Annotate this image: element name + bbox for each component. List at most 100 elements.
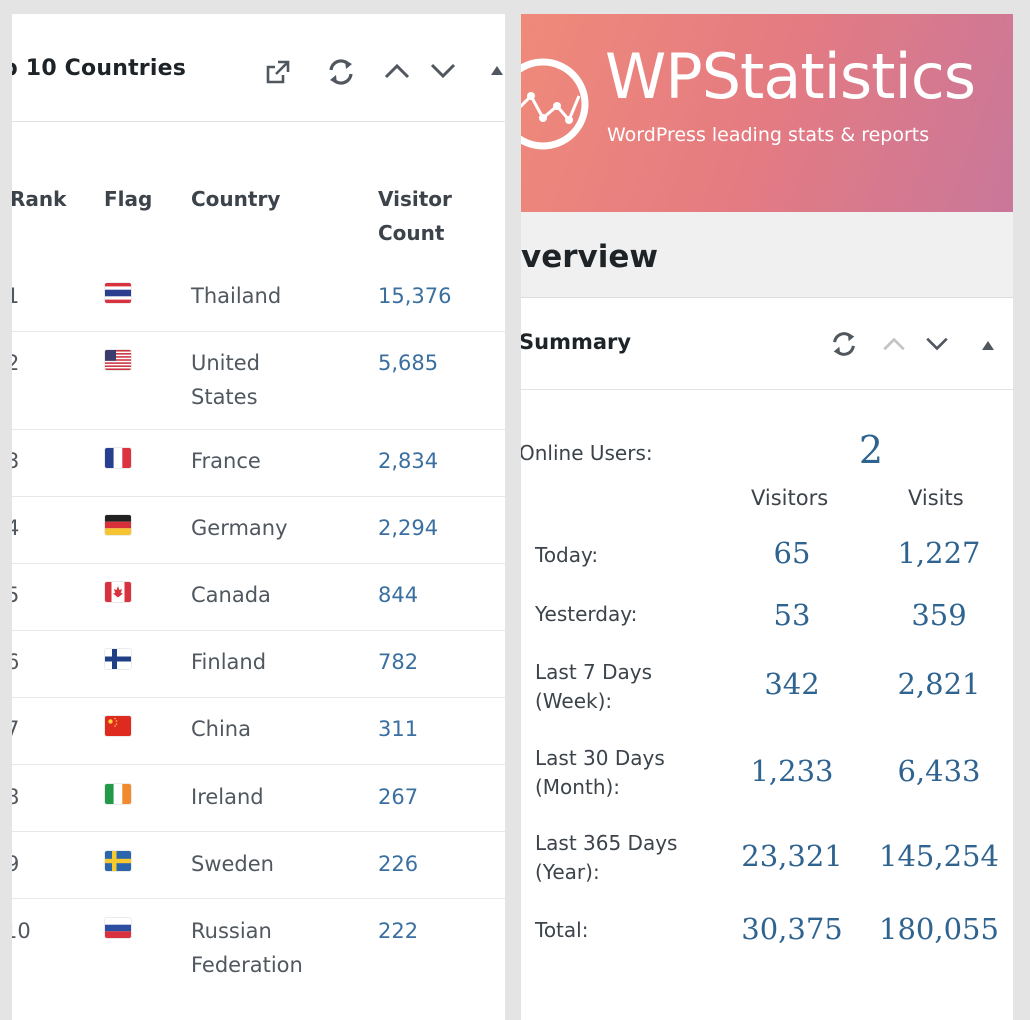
country-cell: Thailand [191, 284, 282, 308]
collapse-toggle-icon[interactable] [981, 339, 995, 351]
visits-value[interactable]: 1,227 [897, 536, 981, 570]
rank-cell: 1 [12, 284, 20, 308]
summary-widget: Summary Online Users: 2 Visitors Visits … [521, 297, 1013, 1020]
visits-value[interactable]: 6,433 [897, 754, 981, 788]
canada-flag-icon [105, 582, 131, 602]
table-row: 3 France 2,834 [12, 430, 505, 497]
visitor-count-link[interactable]: 311 [378, 717, 419, 741]
country-cell-line2: States [191, 385, 258, 409]
rank-cell: 2 [12, 351, 20, 375]
visitor-count-link[interactable]: 782 [378, 650, 419, 674]
visitor-count-link[interactable]: 15,376 [378, 284, 452, 308]
widget-title: p 10 Countries [12, 56, 186, 81]
chevron-up-icon[interactable] [882, 336, 906, 352]
visitors-column-header: Visitors [751, 486, 829, 510]
visitor-count-link[interactable]: 267 [378, 785, 419, 809]
chevron-up-icon[interactable] [384, 62, 410, 80]
summary-row-label-line2: (Month): [535, 775, 621, 799]
china-flag-icon [105, 716, 131, 736]
visitors-value[interactable]: 30,375 [741, 912, 843, 946]
summary-row-label-line2: (Week): [535, 689, 613, 713]
sweden-flag-icon [105, 851, 131, 871]
thailand-flag-icon [105, 283, 131, 303]
visitor-count-link[interactable]: 844 [378, 583, 419, 607]
country-cell: Sweden [191, 852, 274, 876]
visitors-value[interactable]: 53 [773, 598, 811, 632]
external-link-icon[interactable] [264, 58, 292, 86]
visitor-count-link[interactable]: 226 [378, 852, 419, 876]
country-cell-line2: Federation [191, 953, 303, 977]
rank-cell: 3 [12, 449, 20, 473]
summary-row-label: Last 7 Days [535, 660, 653, 684]
ireland-flag-icon [105, 784, 131, 804]
visits-value[interactable]: 180,055 [879, 912, 999, 946]
widget-header: Summary [521, 298, 1013, 390]
country-cell: Russian [191, 919, 272, 943]
brand-banner: WPStatistics WordPress leading stats & r… [521, 14, 1013, 212]
visitors-value[interactable]: 23,321 [741, 839, 843, 873]
table-row: 4 Germany 2,294 [12, 497, 505, 564]
country-cell: Canada [191, 583, 271, 607]
finland-flag-icon [105, 649, 131, 669]
country-cell: Germany [191, 516, 288, 540]
summary-row-label: Yesterday: [535, 602, 638, 626]
united-states-flag-icon [105, 350, 131, 370]
wp-statistics-overview: WPStatistics WordPress leading stats & r… [521, 14, 1013, 1020]
country-cell: United [191, 351, 260, 375]
online-users-value[interactable]: 2 [858, 428, 884, 472]
widget-header: p 10 Countries [12, 14, 505, 122]
visits-column-header: Visits [908, 486, 964, 510]
france-flag-icon [105, 448, 131, 468]
chevron-down-icon[interactable] [925, 336, 949, 352]
rank-cell: 5 [12, 583, 20, 607]
summary-row-label: Last 365 Days [535, 831, 678, 855]
table-row: 8 Ireland 267 [12, 765, 505, 832]
rank-cell: 7 [12, 717, 20, 741]
chevron-down-icon[interactable] [430, 62, 456, 80]
table-row: 2 United States 5,685 [12, 332, 505, 430]
page-title: verview [521, 239, 659, 275]
column-header-visitor-count: Visitor [378, 187, 452, 211]
rank-cell: 4 [12, 516, 20, 540]
rank-cell: 8 [12, 785, 20, 809]
visitor-count-link[interactable]: 2,834 [378, 449, 439, 473]
brand-name: WPStatistics [605, 40, 976, 113]
visits-value[interactable]: 2,821 [897, 667, 981, 701]
visitors-value[interactable]: 342 [764, 667, 820, 701]
summary-row-label: Today: [535, 543, 599, 567]
table-row: 6 Finland 782 [12, 631, 505, 698]
visitor-count-link[interactable]: 5,685 [378, 351, 439, 375]
germany-flag-icon [105, 515, 131, 535]
column-header-flag: Flag [104, 187, 153, 211]
visits-value[interactable]: 145,254 [879, 839, 999, 873]
summary-row-label: Total: [535, 918, 589, 942]
rank-cell: 9 [12, 852, 20, 876]
collapse-toggle-icon[interactable] [490, 64, 504, 76]
visitor-count-link[interactable]: 222 [378, 919, 419, 943]
refresh-icon[interactable] [325, 57, 357, 87]
refresh-icon[interactable] [829, 330, 859, 358]
summary-row-label: Last 30 Days [535, 746, 665, 770]
visitor-count-link[interactable]: 2,294 [378, 516, 439, 540]
visitors-value[interactable]: 65 [773, 536, 811, 570]
table-row: 1 Thailand 15,376 [12, 264, 505, 332]
country-cell: China [191, 717, 251, 741]
table-row: 7 China 311 [12, 698, 505, 765]
summary-row-label-line2: (Year): [535, 860, 600, 884]
online-users-label: Online Users: [521, 441, 653, 465]
country-cell: Finland [191, 650, 267, 674]
brand-tagline: WordPress leading stats & reports [607, 124, 930, 146]
column-header-country: Country [191, 187, 281, 211]
rank-cell: 6 [12, 650, 20, 674]
country-cell: Ireland [191, 785, 264, 809]
rank-cell: 10 [12, 919, 31, 943]
column-header-visitor-count-line2: Count [378, 221, 445, 245]
visits-value[interactable]: 359 [911, 598, 967, 632]
column-header-rank: Rank [12, 187, 67, 211]
top-countries-widget: p 10 Countries Rank Flag Country [12, 14, 505, 1020]
russia-flag-icon [105, 918, 131, 938]
visitors-value[interactable]: 1,233 [750, 754, 834, 788]
table-row: 9 Sweden 226 [12, 832, 505, 899]
table-row: 10 Russian Federation 222 [12, 899, 505, 999]
widget-title: Summary [521, 330, 632, 354]
